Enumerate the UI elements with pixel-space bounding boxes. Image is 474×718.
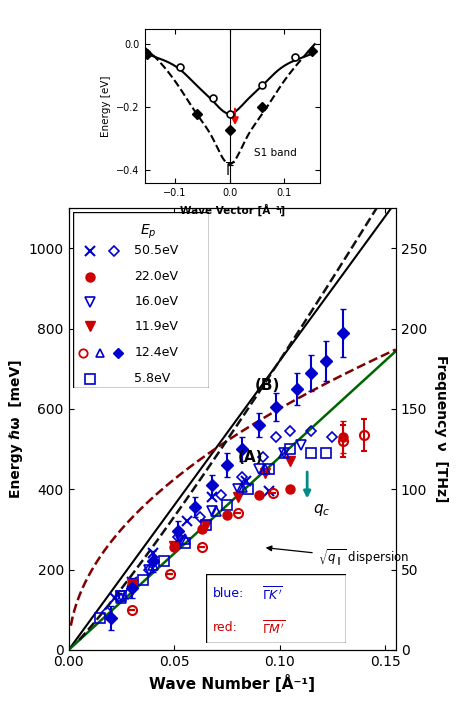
FancyBboxPatch shape bbox=[73, 212, 209, 388]
Text: $\sqrt{q_{\parallel}}$ dispersion: $\sqrt{q_{\parallel}}$ dispersion bbox=[267, 546, 409, 569]
Y-axis label: Frequency ν  [THz]: Frequency ν [THz] bbox=[434, 355, 448, 503]
Text: S1 band: S1 band bbox=[254, 149, 297, 158]
Text: red:: red: bbox=[213, 621, 238, 634]
Text: 12.4eV: 12.4eV bbox=[134, 346, 178, 359]
Text: 16.0eV: 16.0eV bbox=[134, 295, 178, 308]
Text: 5.8eV: 5.8eV bbox=[134, 373, 171, 386]
Text: 22.0eV: 22.0eV bbox=[134, 271, 178, 284]
Text: 11.9eV: 11.9eV bbox=[134, 320, 178, 332]
Text: $\overline{\Gamma}$: $\overline{\Gamma}$ bbox=[225, 162, 234, 180]
Text: blue:: blue: bbox=[213, 587, 245, 600]
Text: $\overline{\Gamma K^{\prime}}$: $\overline{\Gamma K^{\prime}}$ bbox=[262, 585, 283, 602]
FancyBboxPatch shape bbox=[206, 574, 346, 643]
X-axis label: Wave Vector [Å⁻¹]: Wave Vector [Å⁻¹] bbox=[180, 203, 285, 216]
Text: $q_c$: $q_c$ bbox=[313, 501, 331, 518]
Text: (B): (B) bbox=[255, 378, 280, 393]
Text: 50.5eV: 50.5eV bbox=[134, 244, 179, 257]
Y-axis label: Energy ℏω  [meV]: Energy ℏω [meV] bbox=[9, 360, 23, 498]
Text: $\overline{\Gamma M^{\prime}}$: $\overline{\Gamma M^{\prime}}$ bbox=[262, 619, 285, 636]
Y-axis label: Energy [eV]: Energy [eV] bbox=[100, 75, 110, 136]
X-axis label: Wave Number [Å⁻¹]: Wave Number [Å⁻¹] bbox=[149, 674, 315, 692]
Text: (A): (A) bbox=[237, 450, 263, 465]
Text: $E_p$: $E_p$ bbox=[139, 223, 156, 241]
